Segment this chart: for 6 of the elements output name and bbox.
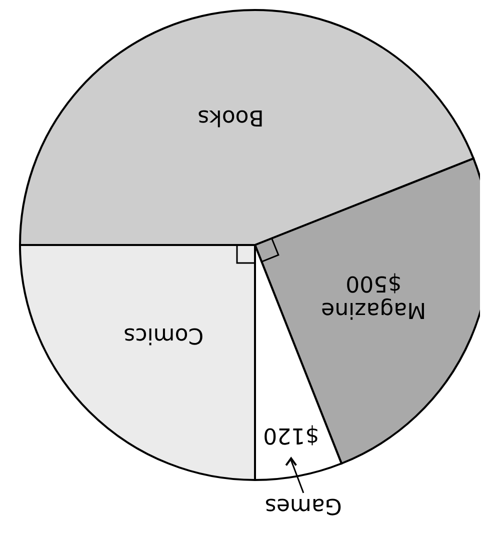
data-label: $120 — [263, 422, 320, 448]
slice-label: Books — [198, 104, 264, 130]
slice-label: Magazine — [321, 296, 426, 322]
data-label: $500 — [346, 270, 402, 296]
slice-label: Games — [264, 492, 342, 518]
slice-label: Comics — [124, 322, 204, 348]
